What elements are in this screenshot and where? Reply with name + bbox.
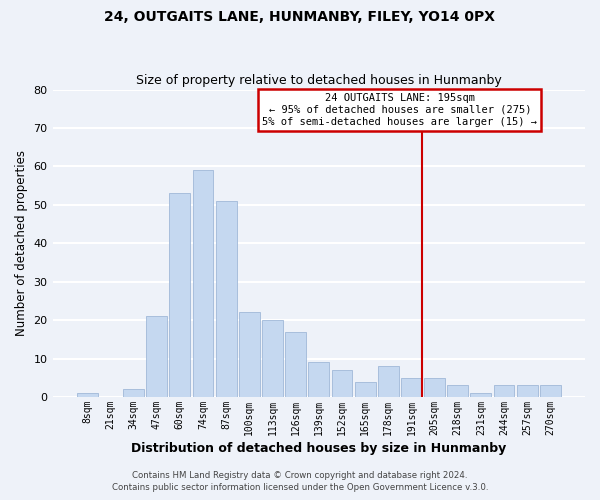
Bar [308,362,329,397]
Bar [169,194,190,397]
X-axis label: Distribution of detached houses by size in Hunmanby: Distribution of detached houses by size … [131,442,506,455]
Text: 24 OUTGAITS LANE: 195sqm
← 95% of detached houses are smaller (275)
5% of semi-d: 24 OUTGAITS LANE: 195sqm ← 95% of detach… [262,94,538,126]
Text: 24, OUTGAITS LANE, HUNMANBY, FILEY, YO14 0PX: 24, OUTGAITS LANE, HUNMANBY, FILEY, YO14… [104,10,496,24]
Bar [448,386,468,397]
Bar [470,393,491,397]
Title: Size of property relative to detached houses in Hunmanby: Size of property relative to detached ho… [136,74,502,87]
Bar [239,312,260,397]
Bar [146,316,167,397]
Bar [332,370,352,397]
Bar [355,382,376,397]
Bar [494,386,514,397]
Y-axis label: Number of detached properties: Number of detached properties [15,150,28,336]
Bar [285,332,306,397]
Bar [77,393,98,397]
Text: Contains HM Land Registry data © Crown copyright and database right 2024.
Contai: Contains HM Land Registry data © Crown c… [112,471,488,492]
Bar [424,378,445,397]
Bar [540,386,561,397]
Bar [517,386,538,397]
Bar [216,201,236,397]
Bar [193,170,214,397]
Bar [262,320,283,397]
Bar [401,378,422,397]
Bar [123,390,144,397]
Bar [378,366,398,397]
